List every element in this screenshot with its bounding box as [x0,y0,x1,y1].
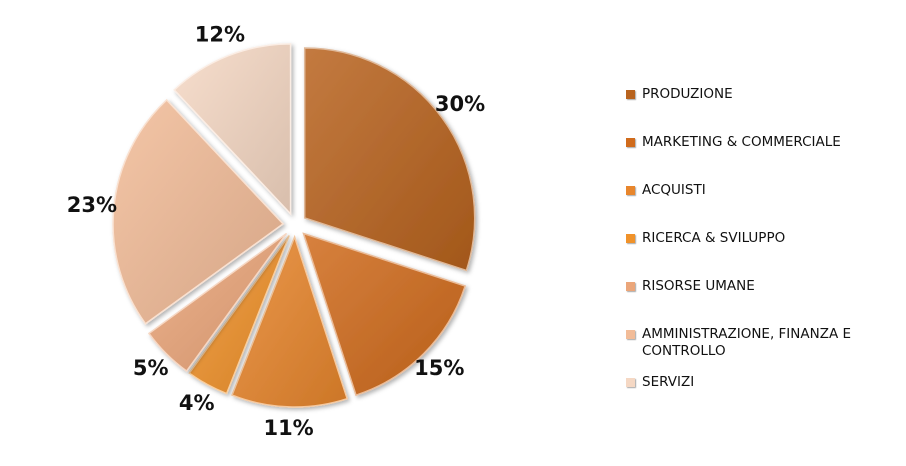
pie-slice-2 [302,232,467,397]
legend-swatch [626,90,635,99]
legend-swatch [626,330,635,339]
data-label-4: 4% [179,391,215,415]
legend-swatch [626,138,635,147]
pie-slice-5 [147,232,288,373]
pie-slice-7 [173,43,292,216]
data-label-3: 11% [263,416,313,440]
legend-label: RISORSE UMANE [642,278,755,294]
legend-swatch [626,234,635,243]
legend-swatch [626,378,635,387]
legend-label: PRODUZIONE [642,86,733,102]
legend-label: MARKETING & COMMERCIALE [642,134,841,150]
legend-label: ACQUISTI [642,182,706,198]
legend-item: RICERCA & SVILUPPO [626,230,882,247]
pie-slice-1 [303,47,476,272]
legend-item: ACQUISTI [626,182,882,199]
data-label-5: 5% [133,356,169,380]
legend-item: PRODUZIONE [626,86,882,103]
legend-label: SERVIZI [642,374,695,390]
legend-label: RICERCA & SVILUPPO [642,230,786,246]
legend-item: SERVIZI [626,374,882,391]
legend-swatch [626,282,635,291]
legend-item: MARKETING & COMMERCIALE [626,134,882,151]
legend-label: AMMINISTRAZIONE, FINANZA E CONTROLLO [642,326,852,359]
pie-slice-3 [231,234,349,408]
legend-item: AMMINISTRAZIONE, FINANZA E CONTROLLO [626,326,882,360]
pie-slice-4 [188,235,290,395]
pie-slice-6 [112,98,285,325]
data-label-7: 12% [195,22,245,46]
legend-swatch [626,186,635,195]
legend-item: RISORSE UMANE [626,278,882,295]
data-label-6: 23% [67,193,117,217]
data-label-2: 15% [414,356,464,380]
data-label-1: 30% [435,92,485,116]
